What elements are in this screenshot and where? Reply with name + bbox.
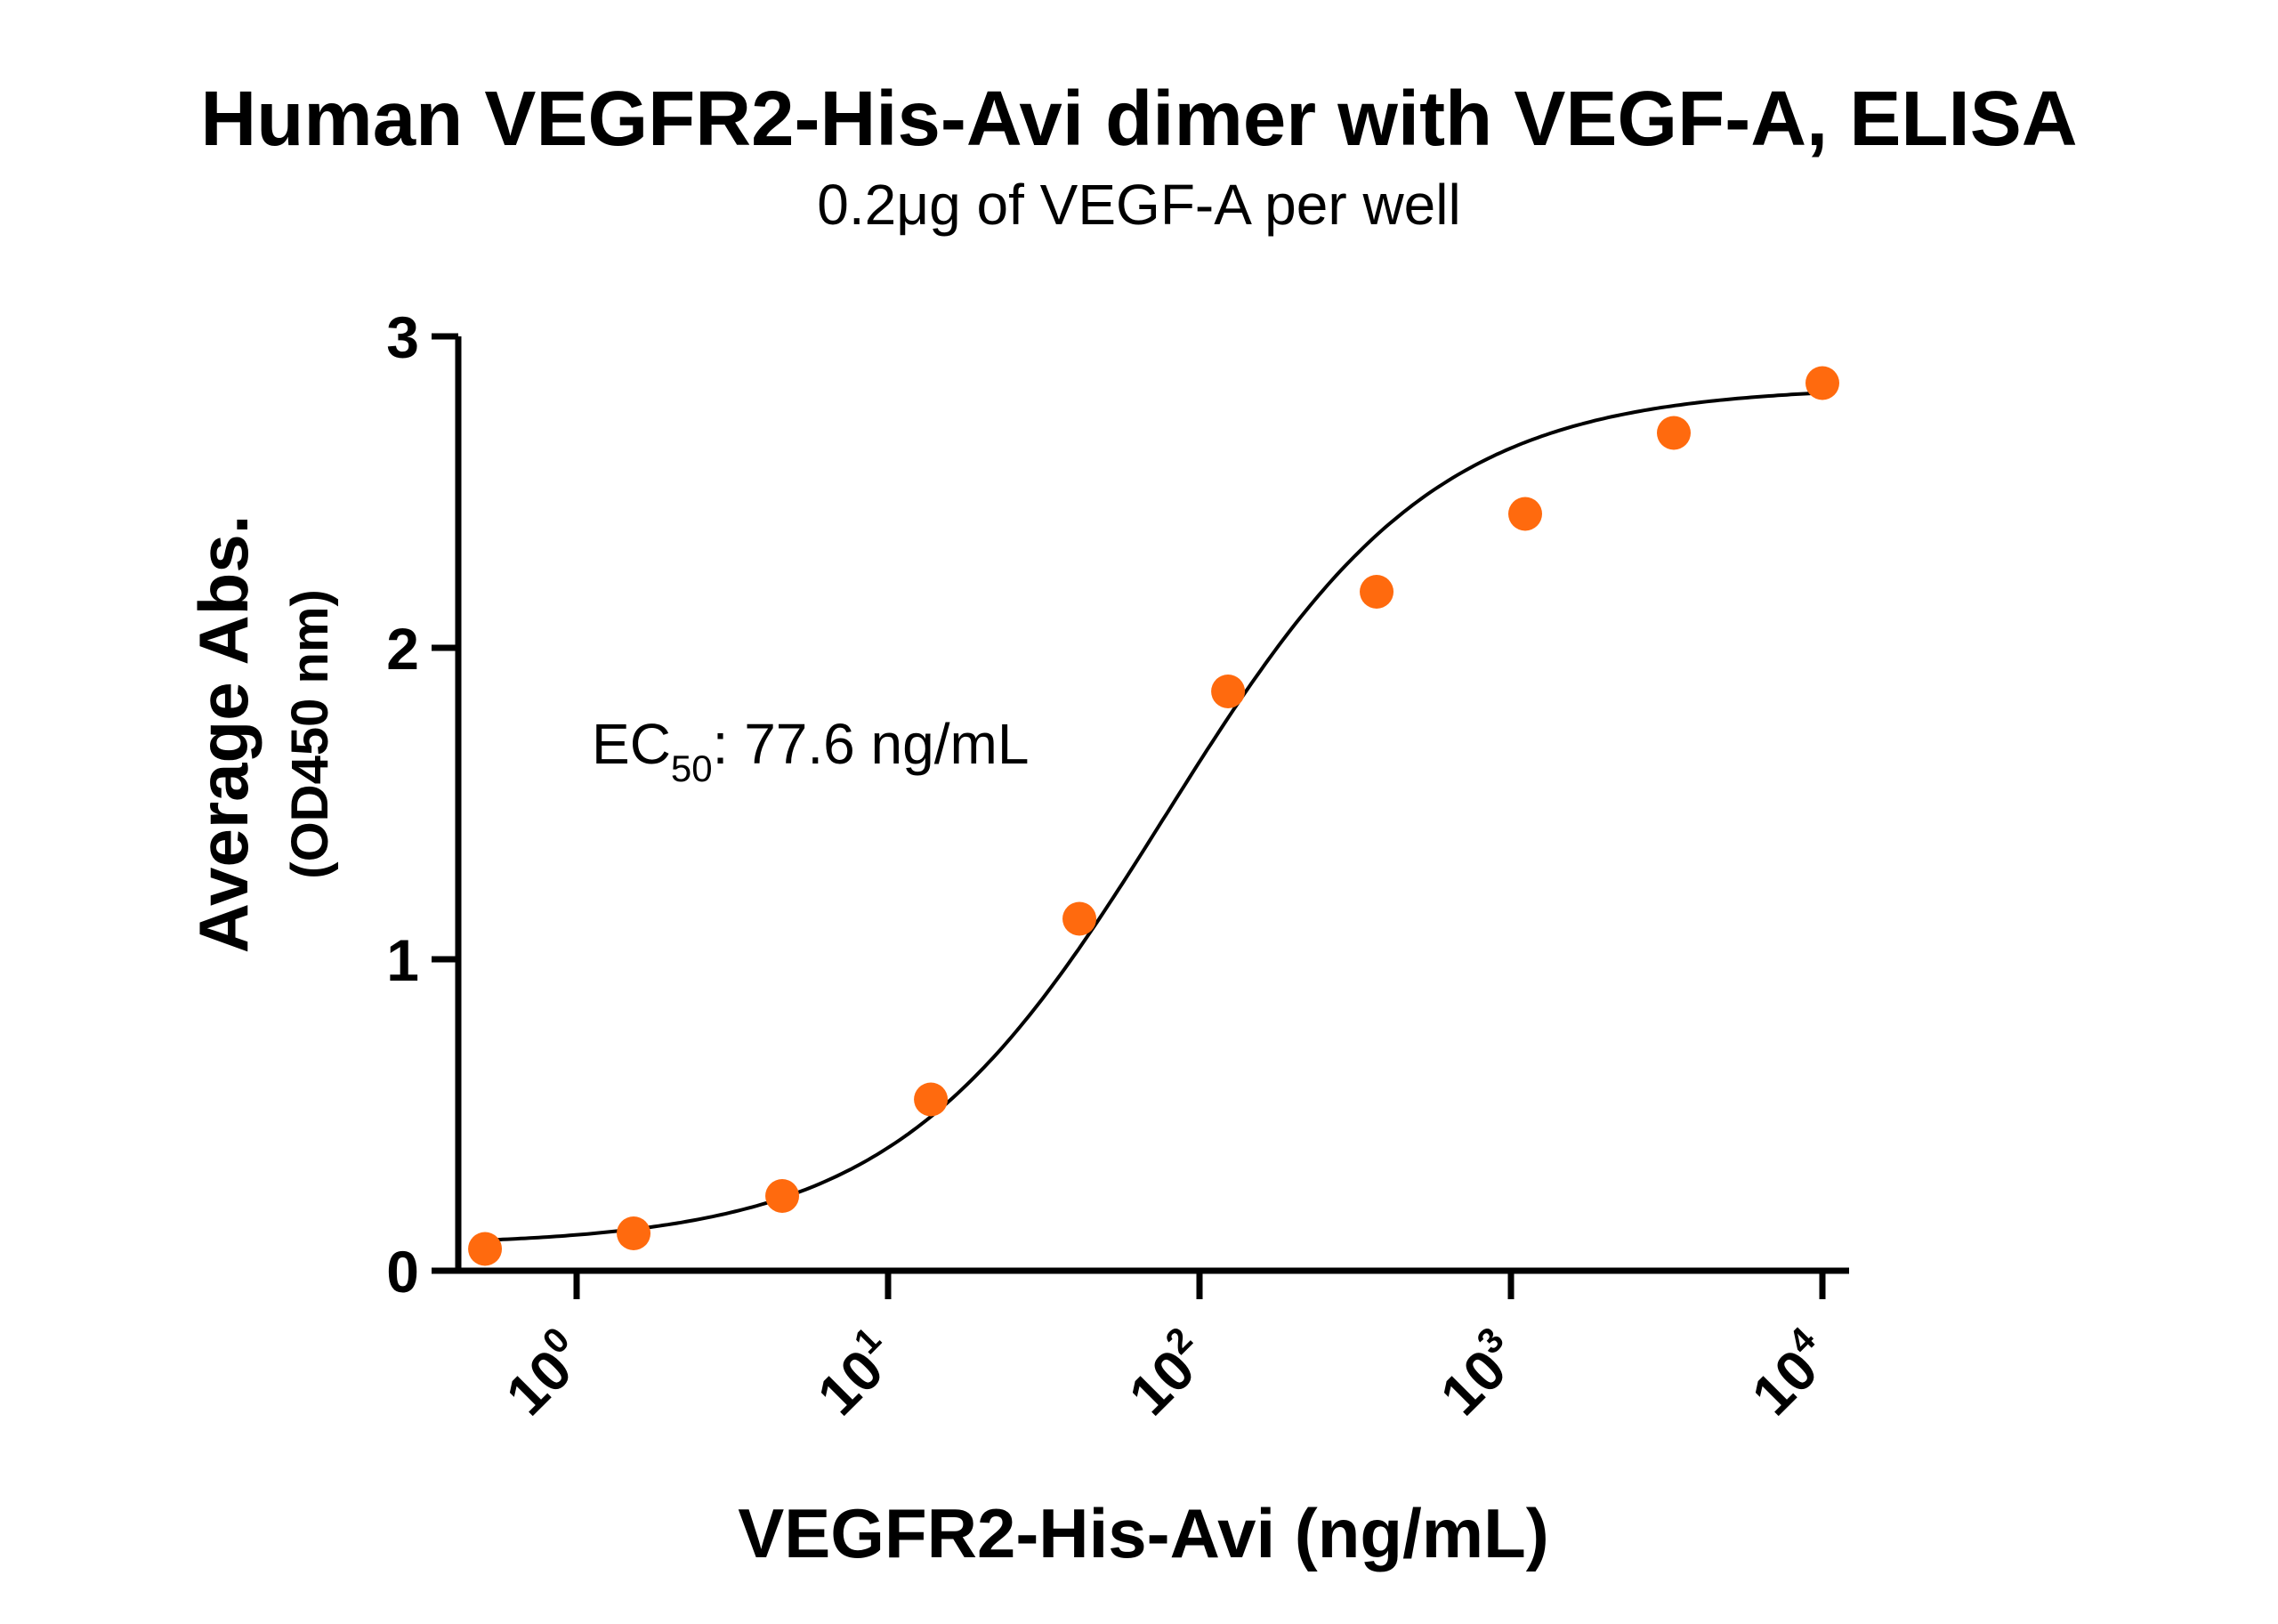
ec50-prefix: EC [592,712,671,776]
data-point [617,1216,651,1250]
data-point [1805,366,1839,400]
svg-text:101: 101 [802,1320,909,1427]
data-point [1062,901,1097,936]
x-tick-label: 104 [1736,1320,1844,1427]
x-tick-label: 102 [1113,1320,1221,1427]
ec50-annotation: EC50: 77.6 ng/mL [592,712,1029,789]
ec50-value: : 77.6 ng/mL [713,712,1030,776]
chart-title: Human VEGFR2-His-Avi dimer with VEGF-A, … [200,76,2077,162]
data-point [765,1179,800,1213]
y-tick-label: 1 [386,927,419,993]
fit-curve-layer [485,391,1823,1242]
y-tick-label: 0 [386,1239,419,1305]
data-point [1656,416,1691,450]
y-axis-label: Average Abs. [184,515,263,954]
data-point [914,1082,949,1117]
data-point [1211,675,1246,708]
y-axis-title: Average Abs. (OD450 nm) [184,515,339,954]
fit-curve [485,391,1823,1242]
data-point [1507,497,1542,531]
y-axis-sublabel: (OD450 nm) [281,589,339,879]
x-tick-label: 100 [490,1320,598,1427]
data-point [468,1232,503,1266]
ec50-subscript: 50 [671,747,713,789]
x-tick-label: 103 [1425,1320,1532,1427]
y-tick-label: 2 [386,616,419,682]
axes: 0 1 2 3 100 101 102 103 104 [386,304,1849,1427]
svg-text:102: 102 [1113,1320,1221,1427]
data-point [1360,575,1394,609]
chart-subtitle: 0.2μg of VEGF-A per well [817,173,1460,237]
y-tick-label: 3 [386,304,419,370]
svg-text:103: 103 [1425,1320,1532,1427]
svg-text:100: 100 [490,1320,598,1427]
data-points-layer [468,366,1839,1266]
x-tick-label: 101 [802,1320,909,1427]
x-axis-label: VEGFR2-His-Avi (ng/mL) [738,1494,1548,1572]
svg-text:104: 104 [1736,1320,1844,1427]
